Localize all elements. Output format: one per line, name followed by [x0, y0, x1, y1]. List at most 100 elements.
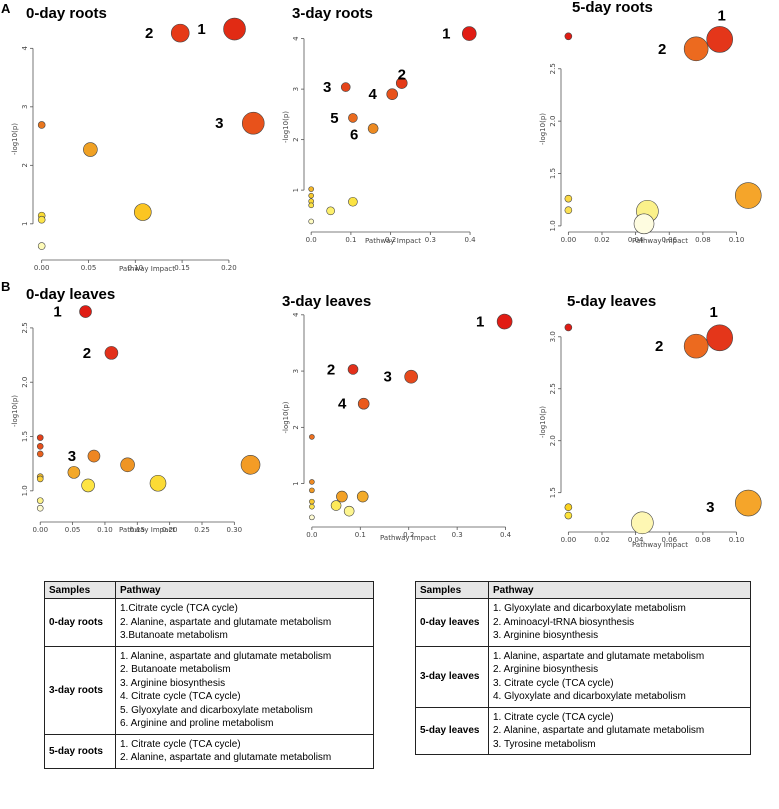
x-axis-label: Pathway Impact [632, 541, 688, 549]
pathway-item: 2. Butanoate metabolism [120, 664, 231, 675]
pathway-cell: 1. Citrate cycle (TCA cycle) 2. Alanine, … [488, 706, 751, 755]
pathway-point [404, 369, 418, 384]
pathway-item: 6. Arginine and proline metabolism [120, 718, 274, 729]
pathway-cell: 1. Alanine, aspartate and glutamate meta… [488, 645, 751, 708]
pathway-point [395, 77, 408, 89]
panel-label-b: B [1, 279, 10, 294]
point-number-label: 2 [658, 41, 666, 58]
y-axis-label: -log10(p) [282, 401, 290, 433]
x-tick-label: 0.02 [594, 236, 610, 244]
pathway-header: Pathway [115, 581, 374, 599]
scatter-panel: 5-day roots 0.00 0.02 0.04 0.06 0.08 0.10 Pathw… [539, 0, 762, 245]
point-number-label: 6 [350, 127, 358, 144]
x-axis-label: Pathway Impact [119, 526, 175, 534]
point-number-label: 3 [323, 79, 331, 96]
pathway-cell: 1.Citrate cycle (TCA cycle) 2. Alanine, a… [115, 598, 374, 647]
pathway-point [356, 490, 369, 503]
pathway-item: 3. Arginine biosynthesis [120, 677, 226, 689]
y-tick-label: 1 [292, 188, 300, 192]
pathway-point [309, 514, 315, 521]
x-tick-label: 0.10 [97, 526, 113, 534]
y-axis-label: -log10(p) [11, 395, 19, 427]
y-axis-label: -log10(p) [539, 113, 547, 145]
x-axis-label: Pathway Impact [365, 237, 421, 245]
pathway-point [37, 215, 46, 224]
pathway-point [241, 111, 265, 135]
point-number-label: 2 [655, 338, 663, 355]
pathway-point [343, 505, 355, 517]
point-number-label: 3 [706, 499, 714, 516]
pathway-item: 2. Alanine, aspartate and glutamate meta… [493, 725, 705, 736]
y-axis-label: -log10(p) [539, 406, 547, 438]
pathway-point [308, 202, 314, 209]
pathway-point [564, 206, 573, 214]
pathway-point [87, 449, 101, 463]
pathway-point [36, 443, 44, 450]
scatter-panel: 0-day roots 0.00 0.05 0.10 0.15 0.20 Pathway I… [11, 5, 265, 273]
y-tick-label: 1.5 [549, 487, 557, 498]
samples-header: Samples [415, 581, 489, 599]
pathway-cell: 1. Alanine, aspartate and glutamate meta… [115, 645, 374, 735]
x-tick-label: 0.08 [695, 236, 711, 244]
x-tick-label: 0.04 [628, 236, 644, 244]
scatter-panel: 0-day leaves 0.00 0.05 0.10 0.15 0.20 0.25 0.30… [11, 286, 261, 534]
y-tick-label: 1.5 [549, 168, 557, 179]
pathway-point [734, 182, 762, 209]
pathway-point [367, 123, 379, 134]
pathway-point [120, 457, 135, 473]
pathway-point [683, 333, 709, 359]
y-tick-label: 1.0 [21, 485, 29, 496]
y-tick-label: 2 [21, 163, 29, 167]
y-tick-label: 2.5 [549, 383, 557, 394]
y-tick-label: 1 [21, 222, 29, 226]
sample-cell: 3-day roots [44, 645, 116, 735]
x-tick-label: 0.30 [227, 526, 243, 534]
pathway-point [36, 450, 44, 458]
sample-cell: 3-day leaves [415, 645, 489, 708]
pathway-point [564, 32, 573, 41]
x-axis-label: Pathway Impact [119, 265, 175, 273]
chart-title: 3-day roots [292, 5, 373, 22]
point-number-label: 4 [338, 396, 347, 413]
pathway-point [309, 479, 315, 485]
pathway-point [496, 313, 513, 330]
pathway-item: 3. Citrate cycle (TCA cycle) [493, 677, 614, 689]
pathway-point [81, 478, 95, 493]
pathway-point [37, 121, 46, 129]
y-axis-label: -log10(p) [11, 123, 19, 155]
sample-cell: 5-day leaves [415, 706, 489, 755]
x-tick-label: 0.2 [385, 236, 396, 244]
point-number-label: 1 [197, 21, 205, 38]
sample-cell: 5-day roots [44, 733, 116, 769]
pathway-point [223, 17, 246, 41]
x-tick-label: 0.25 [194, 526, 210, 534]
sample-cell: 0-day leaves [415, 598, 489, 647]
pathway-item: 2. Alanine, aspartate and glutamate meta… [120, 616, 332, 628]
scatter-panel: 3-day roots 0.0 0.1 0.2 0.3 0.4 Pathway Impact… [282, 5, 477, 245]
y-tick-label: 1.0 [549, 220, 557, 231]
pathway-point [36, 504, 44, 512]
point-number-label: 1 [476, 314, 484, 331]
x-tick-label: 0.00 [561, 536, 577, 544]
pathway-header: Pathway [488, 581, 751, 599]
scatter-panel: 3-day leaves 0.0 0.1 0.2 0.3 0.4 Pathway Impac… [282, 293, 513, 542]
y-tick-label: 3.0 [549, 331, 557, 342]
x-axis-label: Pathway Impact [380, 534, 436, 542]
pathway-point [67, 466, 81, 479]
pathway-item: 2. Arginine biosynthesis [493, 664, 599, 675]
y-tick-label: 3 [21, 105, 29, 109]
pathway-point [83, 142, 98, 157]
x-tick-label: 0.00 [32, 526, 48, 534]
y-tick-label: 2.0 [549, 435, 557, 446]
table-header-row: Samples Pathway [44, 581, 374, 599]
table-row: 3-day leaves 1. Alanine, aspartate and gl… [415, 645, 751, 708]
point-number-label: 1 [718, 7, 726, 24]
y-tick-label: 2.5 [21, 322, 29, 333]
table-row: 0-day leaves 1. Glyoxylate and dicarboxyl… [415, 598, 751, 647]
pathway-point [330, 500, 342, 511]
pathway-point [240, 454, 261, 475]
pathway-point [348, 113, 358, 123]
pathway-item: 1.Citrate cycle (TCA cycle) [120, 603, 238, 614]
pathway-point [348, 196, 358, 207]
pathway-point [79, 305, 92, 318]
